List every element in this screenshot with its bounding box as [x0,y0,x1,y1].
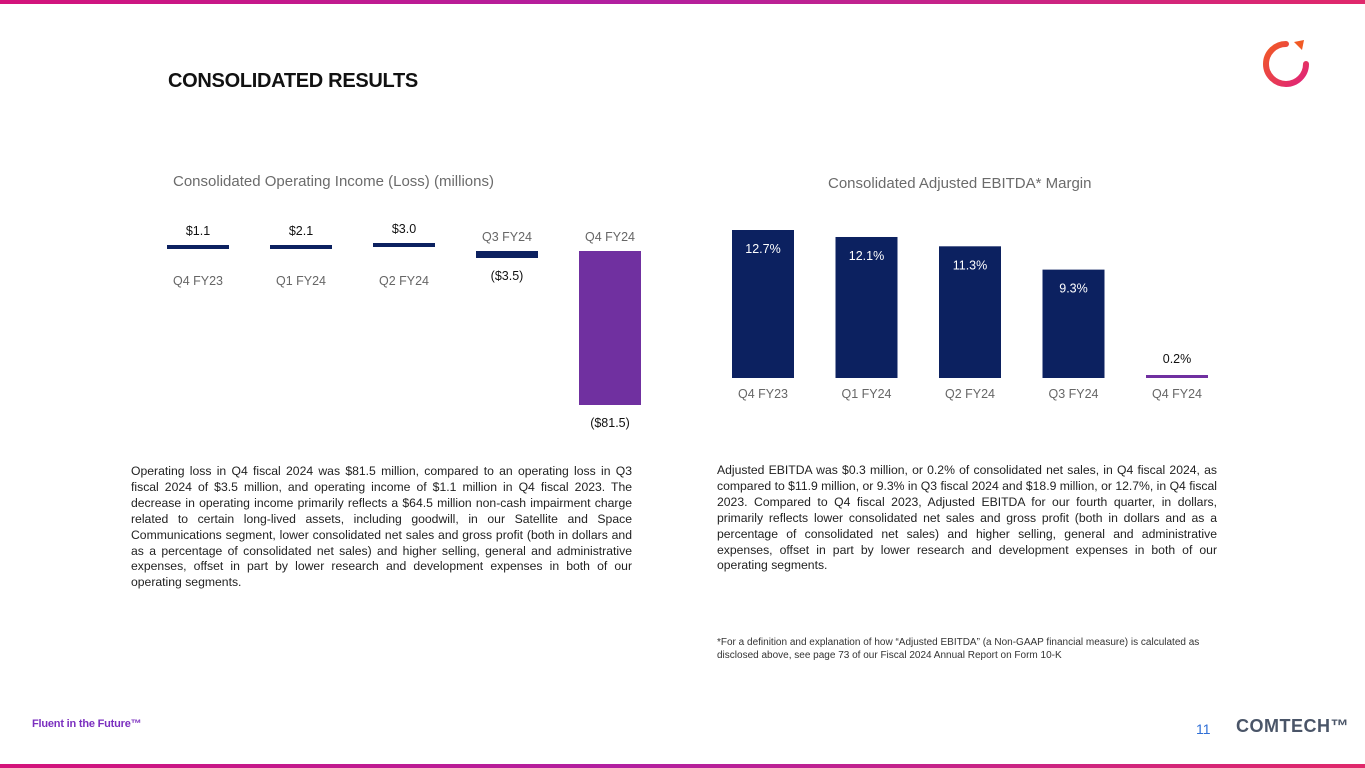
ebitda-footnote: *For a definition and explanation of how… [717,637,1200,661]
ebitda-margin-category-label: Q1 FY24 [841,387,891,401]
ebitda-margin-data-label: 12.1% [849,249,884,263]
operating-income-data-label: $1.1 [186,224,210,238]
ebitda-margin-data-label: 0.2% [1163,352,1192,366]
operating-income-bar [270,245,332,249]
ebitda-margin-category-label: Q4 FY23 [738,387,788,401]
operating-income-data-label: $3.0 [392,222,416,236]
ebitda-margin-category-label: Q3 FY24 [1048,387,1098,401]
operating-income-category-label: Q1 FY24 [276,274,326,288]
operating-income-chart-title: Consolidated Operating Income (Loss) (mi… [173,173,494,190]
operating-income-bar [579,251,641,405]
operating-income-category-label: Q4 FY23 [173,274,223,288]
page-number: 11 [1196,721,1211,737]
ebitda-margin-category-label: Q2 FY24 [945,387,995,401]
operating-income-category-label: Q3 FY24 [482,230,532,244]
operating-income-category-label: Q2 FY24 [379,274,429,288]
top-accent-band [0,0,1365,4]
comtech-ring-logo-icon [1263,40,1309,87]
footer-tagline: Fluent in the Future™ [32,718,142,730]
ebitda-margin-bar [1146,375,1208,378]
ebitda-margin-data-label: 12.7% [745,242,780,256]
operating-income-data-label: ($81.5) [590,416,630,430]
slide-title: CONSOLIDATED RESULTS [168,70,418,92]
operating-income-bar [373,243,435,247]
ebitda-margin-bar [1042,269,1105,378]
bottom-accent-band [0,764,1365,768]
operating-income-data-label: ($3.5) [491,269,524,283]
ebitda-margin-chart-title: Consolidated Adjusted EBITDA* Margin [828,175,1092,192]
brand-wordmark: COMTECH™ [1236,716,1349,736]
ebitda-margin-data-label: 11.3% [953,258,988,272]
ebitda-margin-bar [835,236,898,378]
operating-income-paragraph: Operating loss in Q4 fiscal 2024 was $81… [131,464,632,590]
ebitda-margin-bar [939,246,1001,378]
operating-income-bar [476,251,538,258]
operating-income-category-label: Q4 FY24 [585,230,635,244]
ebitda-paragraph: Adjusted EBITDA was $0.3 million, or 0.2… [717,463,1217,573]
operating-income-bar [167,245,229,249]
ebitda-margin-bar [732,230,794,378]
ebitda-margin-category-label: Q4 FY24 [1152,387,1202,401]
operating-income-data-label: $2.1 [289,224,313,238]
ebitda-margin-data-label: 9.3% [1059,282,1088,296]
